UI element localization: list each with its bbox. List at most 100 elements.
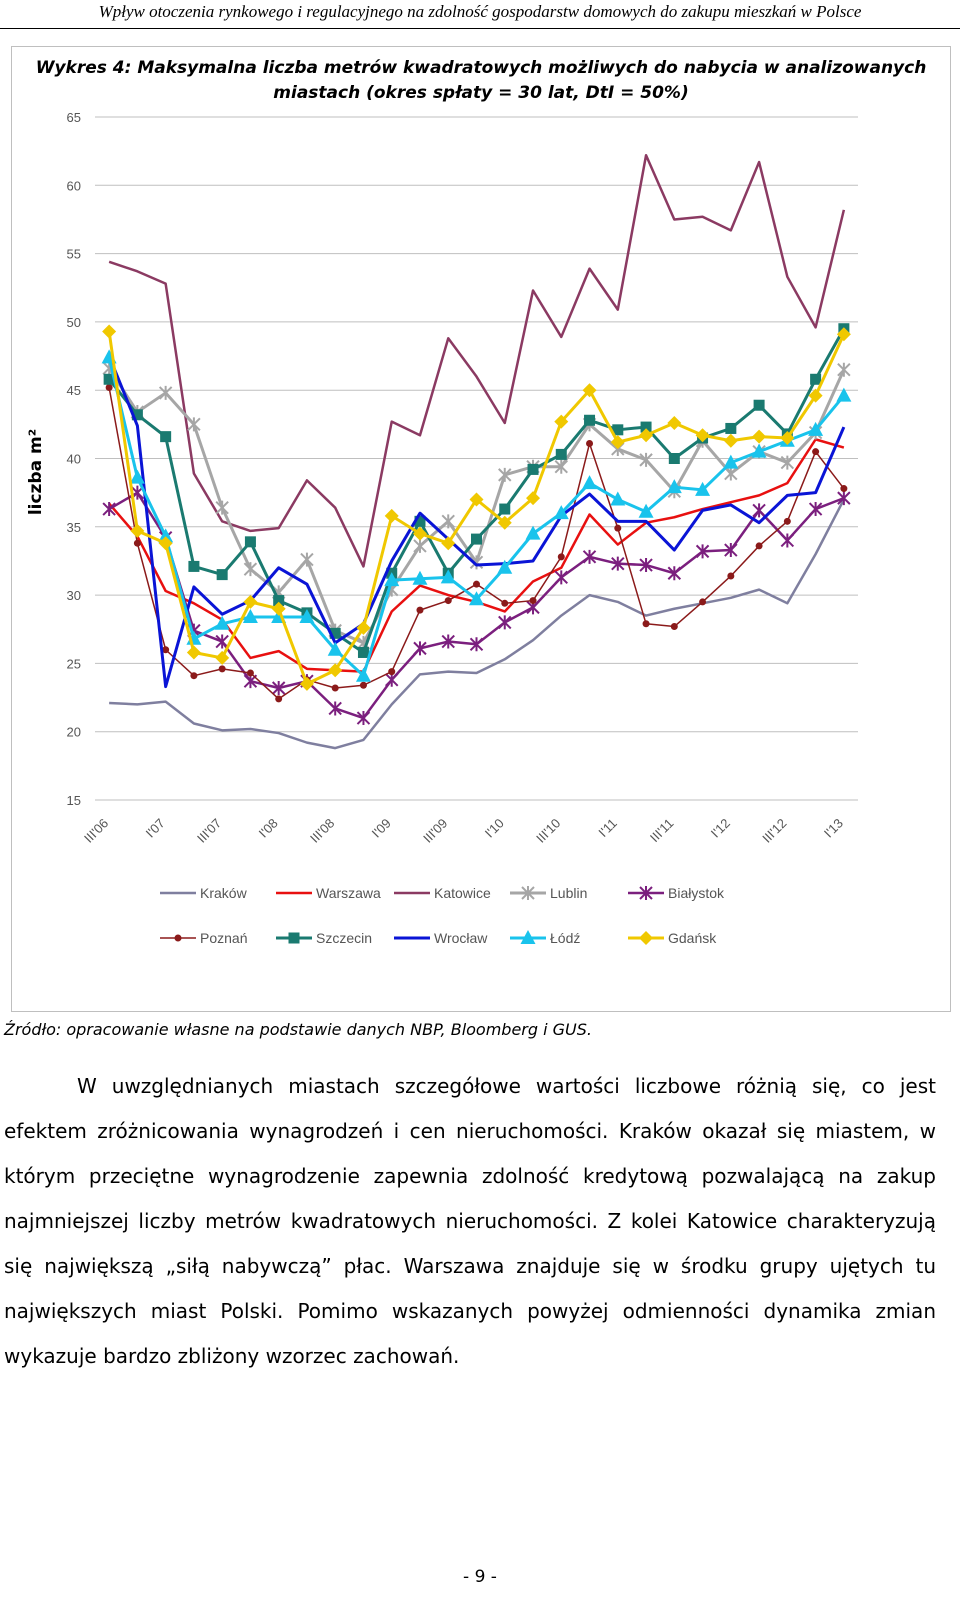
y-tick-label: 25 xyxy=(67,656,81,671)
data-point xyxy=(355,667,371,682)
data-point xyxy=(412,570,428,585)
data-point xyxy=(130,523,145,538)
data-point xyxy=(610,491,626,506)
data-point xyxy=(299,676,314,691)
data-point xyxy=(328,663,343,678)
data-point xyxy=(162,646,170,654)
data-point xyxy=(441,536,456,551)
data-point xyxy=(328,701,342,716)
header-rule xyxy=(0,28,960,29)
x-tick-label: I'07 xyxy=(143,816,168,841)
data-point xyxy=(174,934,182,942)
data-point xyxy=(499,503,511,515)
data-point xyxy=(724,543,738,558)
data-point xyxy=(413,538,427,553)
data-point xyxy=(440,569,456,584)
data-point xyxy=(271,680,286,695)
data-point xyxy=(186,645,201,660)
data-point xyxy=(243,594,258,609)
data-point xyxy=(614,524,622,532)
legend-label: Katowice xyxy=(434,885,491,901)
data-point xyxy=(695,428,710,443)
data-point xyxy=(582,475,598,490)
data-point xyxy=(723,433,738,448)
series-layer xyxy=(101,153,852,750)
data-point xyxy=(129,469,145,484)
data-point xyxy=(840,485,848,493)
x-tick-label: III'09 xyxy=(420,816,450,846)
series-Białystok xyxy=(102,485,851,726)
series-Poznań xyxy=(105,383,848,703)
data-point xyxy=(242,608,258,623)
data-point xyxy=(102,502,116,517)
data-point xyxy=(612,424,624,436)
data-point xyxy=(670,623,678,631)
series-Łódź xyxy=(101,349,852,682)
data-point xyxy=(246,669,254,677)
data-point xyxy=(158,536,173,551)
data-point xyxy=(473,580,480,588)
data-point xyxy=(554,570,568,585)
data-point xyxy=(216,569,228,581)
x-tick-label: I'08 xyxy=(256,816,281,841)
legend-item: Warszawa xyxy=(276,885,381,901)
data-point xyxy=(639,931,653,945)
data-point xyxy=(526,491,541,506)
data-point xyxy=(273,595,285,607)
data-point xyxy=(783,517,791,525)
data-point xyxy=(215,634,229,649)
data-point xyxy=(469,637,484,652)
y-axis-label: liczba m² xyxy=(26,429,46,515)
y-tick-label: 20 xyxy=(67,725,81,740)
legend-item: Białystok xyxy=(628,885,725,901)
data-point xyxy=(215,650,230,665)
data-point xyxy=(639,886,653,900)
data-point xyxy=(836,327,851,342)
data-point xyxy=(723,454,739,469)
data-point xyxy=(667,566,682,581)
chart-frame xyxy=(11,46,951,1012)
data-point xyxy=(190,672,198,680)
data-point xyxy=(780,533,795,548)
data-point xyxy=(553,505,569,520)
data-point xyxy=(610,435,625,450)
x-tick-label: III'12 xyxy=(759,816,789,846)
data-point xyxy=(725,422,737,434)
data-point xyxy=(611,556,625,571)
data-point xyxy=(837,362,851,377)
x-tick-label: III'06 xyxy=(81,816,111,846)
y-tick-label: 55 xyxy=(67,247,81,262)
data-point xyxy=(300,552,314,567)
series-line xyxy=(107,355,846,689)
series-Wrocław xyxy=(107,355,846,689)
y-tick-label: 60 xyxy=(67,178,81,193)
data-point xyxy=(498,615,512,630)
legend-item: Szczecin xyxy=(276,930,372,946)
data-point xyxy=(331,684,339,692)
data-point xyxy=(218,665,226,673)
data-point xyxy=(812,448,820,456)
series-Kraków xyxy=(109,498,845,750)
data-point xyxy=(299,608,315,623)
data-point xyxy=(667,415,682,430)
data-point xyxy=(695,544,710,559)
data-point xyxy=(441,514,455,529)
x-tick-labels: III'06 I'07 III'07 I'08 III'08 I'09 III'09 I'10… xyxy=(81,816,846,846)
data-point xyxy=(158,385,173,400)
data-point xyxy=(215,500,229,515)
data-point xyxy=(497,559,513,574)
data-point xyxy=(639,452,653,467)
data-point xyxy=(554,459,568,474)
source-note: Źródło: opracowanie własne na podstawie … xyxy=(4,1020,593,1039)
x-tick-label: I'10 xyxy=(482,816,507,841)
data-point xyxy=(727,572,735,580)
data-point xyxy=(131,409,143,421)
legend-label: Warszawa xyxy=(316,885,381,901)
running-header: Wpływ otoczenia rynkowego i regulacyjneg… xyxy=(98,2,862,21)
data-point xyxy=(444,597,452,605)
data-point xyxy=(469,492,484,507)
data-point xyxy=(244,536,256,548)
y-tick-label: 65 xyxy=(67,110,81,125)
data-point xyxy=(158,528,174,543)
